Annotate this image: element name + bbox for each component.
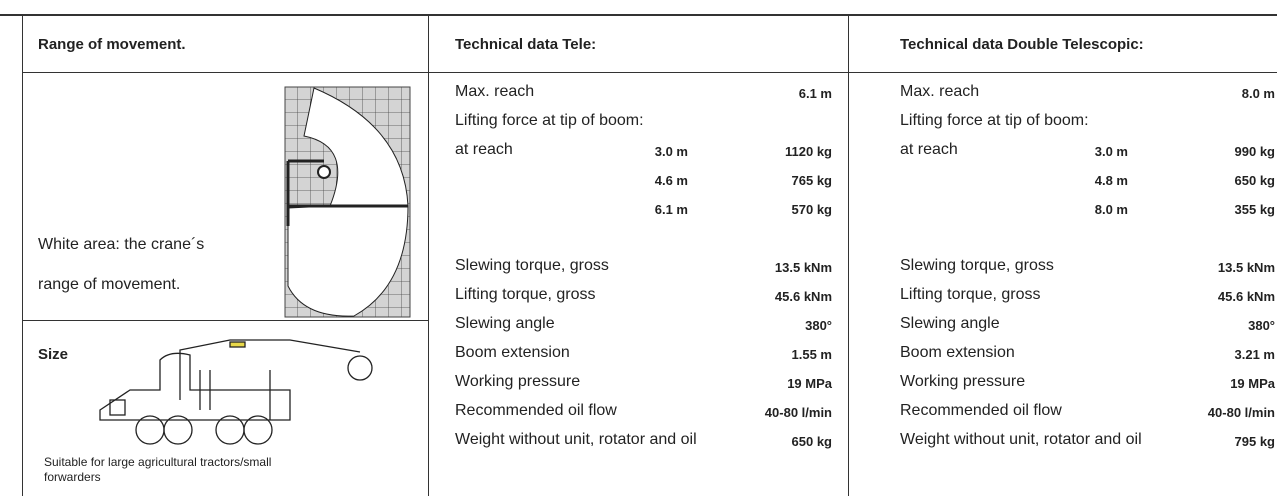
range-diagram (284, 86, 412, 320)
value: 13.5 kNm (775, 260, 832, 275)
force: 570 kg (792, 202, 832, 217)
size-title: Size (38, 346, 68, 363)
label: Max. reach (455, 83, 534, 101)
value: 380° (1248, 318, 1275, 333)
size-caption: Suitable for large agricultural tractors… (44, 455, 271, 485)
label: Recommended oil flow (455, 402, 617, 420)
value: 13.5 kNm (1218, 260, 1275, 275)
reach: 8.0 m (1095, 202, 1128, 217)
value: 40-80 l/min (1208, 405, 1275, 420)
force: 765 kg (792, 173, 832, 188)
header: Technical data Double Telescopic: (900, 36, 1144, 53)
range-note: range of movement. (38, 276, 180, 294)
header: Range of movement. (38, 36, 186, 53)
force: 355 kg (1235, 202, 1275, 217)
label: Lifting torque, gross (455, 286, 596, 304)
reach: 6.1 m (655, 202, 688, 217)
value: 6.1 m (799, 86, 832, 101)
force: 990 kg (1235, 144, 1275, 159)
col-rule (22, 14, 23, 496)
caption-line: forwarders (44, 470, 271, 485)
label: Weight without unit, rotator and oil (900, 431, 1142, 449)
value: 3.21 m (1235, 347, 1275, 362)
label: Slewing angle (900, 315, 1000, 333)
reach: 4.6 m (655, 173, 688, 188)
label: Working pressure (900, 373, 1025, 391)
value: 8.0 m (1242, 86, 1275, 101)
value: 40-80 l/min (765, 405, 832, 420)
reach: 4.8 m (1095, 173, 1128, 188)
label: Boom extension (900, 344, 1015, 362)
label: at reach (455, 141, 513, 159)
header-rule (22, 72, 1277, 73)
col-rule (428, 14, 429, 496)
label: at reach (900, 141, 958, 159)
label: Working pressure (455, 373, 580, 391)
label: Max. reach (900, 83, 979, 101)
section-rule (22, 320, 428, 321)
reach: 3.0 m (655, 144, 688, 159)
page: { "headers": ["Range of movement.", "Tec… (0, 0, 1277, 496)
label: Lifting force at tip of boom: (455, 112, 644, 130)
label: Lifting torque, gross (900, 286, 1041, 304)
label: Boom extension (455, 344, 570, 362)
reach: 3.0 m (1095, 144, 1128, 159)
label: Slewing angle (455, 315, 555, 333)
top-border (0, 14, 1277, 16)
value: 795 kg (1235, 434, 1275, 449)
value: 19 MPa (787, 376, 832, 391)
value: 380° (805, 318, 832, 333)
value: 1.55 m (792, 347, 832, 362)
value: 650 kg (792, 434, 832, 449)
value: 45.6 kNm (1218, 289, 1275, 304)
force: 650 kg (1235, 173, 1275, 188)
caption-line: Suitable for large agricultural tractors… (44, 455, 271, 470)
label: Slewing torque, gross (455, 257, 609, 275)
truck-drawing (90, 330, 390, 450)
label: Weight without unit, rotator and oil (455, 431, 697, 449)
label: Slewing torque, gross (900, 257, 1054, 275)
value: 19 MPa (1230, 376, 1275, 391)
label: Lifting force at tip of boom: (900, 112, 1089, 130)
col-rule (848, 14, 849, 496)
header: Technical data Tele: (455, 36, 596, 53)
value: 45.6 kNm (775, 289, 832, 304)
label: Recommended oil flow (900, 402, 1062, 420)
range-note: White area: the crane´s (38, 236, 204, 254)
force: 1120 kg (785, 144, 832, 159)
